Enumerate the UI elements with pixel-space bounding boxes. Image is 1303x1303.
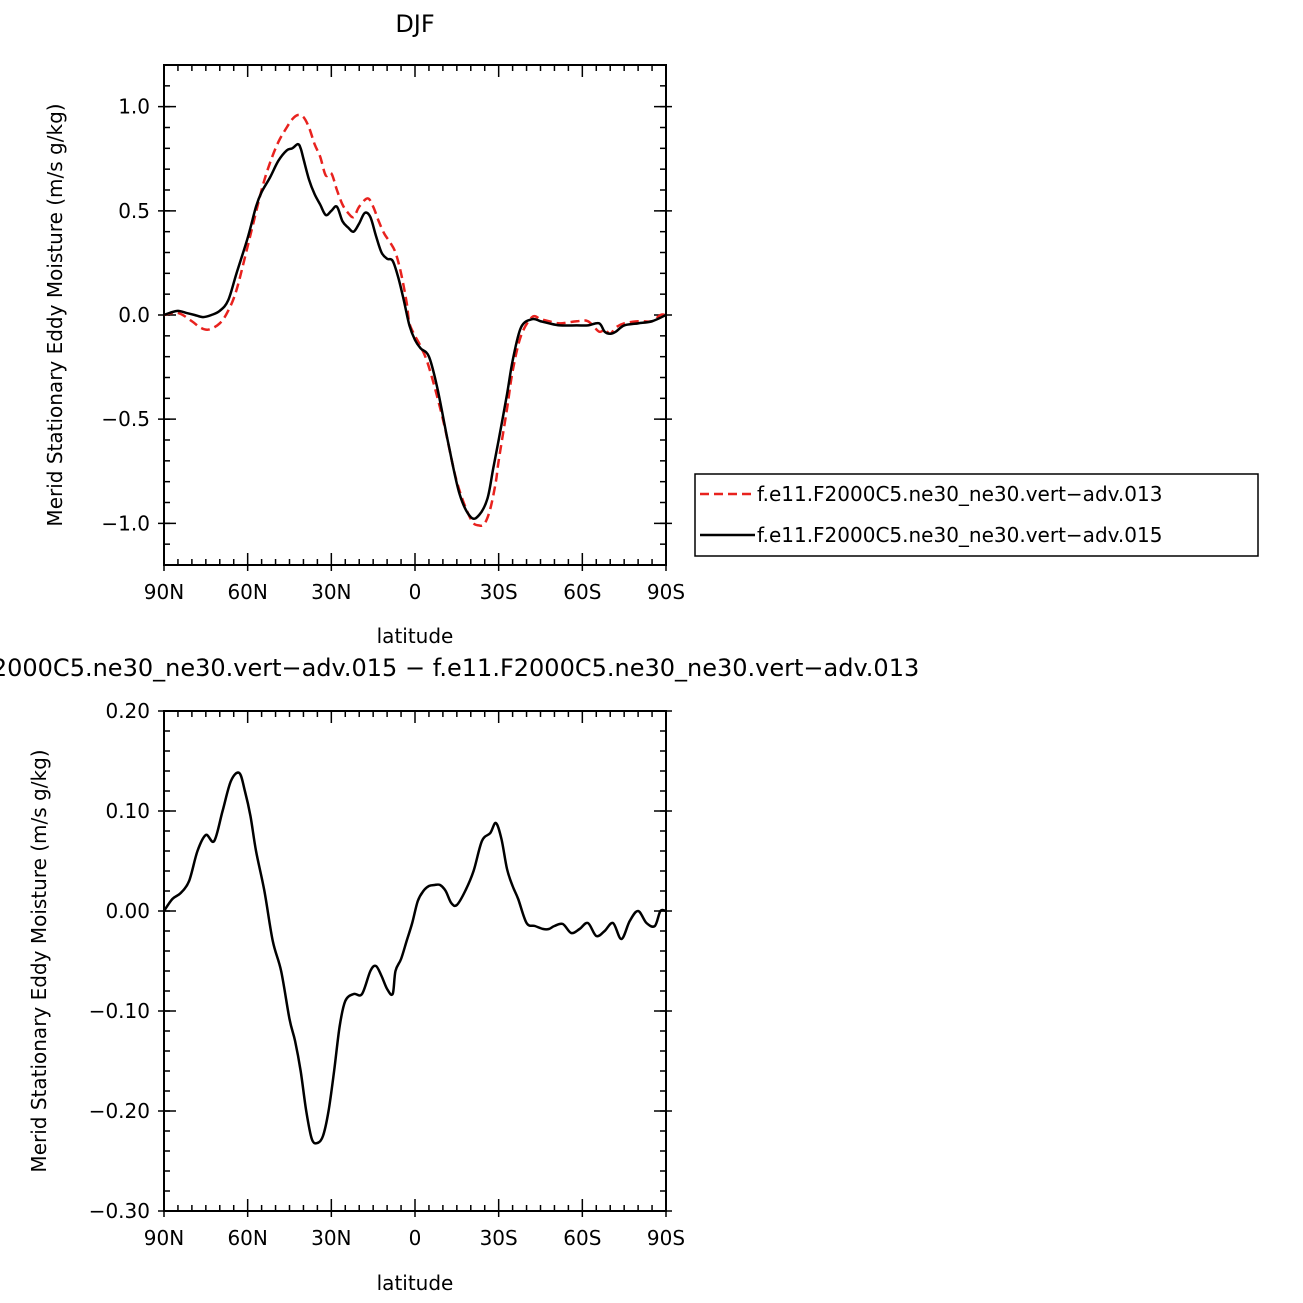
legend-box [694, 473, 1259, 557]
top-x-tick-label: 60N [227, 580, 267, 604]
bottom-plot-area: 0.20 0.10 0.00 −0.10 −0.20 −0.30 90N 60N 30N 0 30S… [89, 699, 685, 1250]
top-x-tick-label: 90N [144, 580, 184, 604]
bottom-y-tick-label: −0.30 [89, 1199, 150, 1223]
bottom-series-line-0 [162, 771, 667, 1145]
legend-label-013: f.e11.F2000C5.ne30_ne30.vert−adv.013 [757, 482, 1162, 506]
bottom-x-tick-label: 0 [409, 1226, 422, 1250]
bottom-y-tick-label: 0.20 [105, 699, 150, 723]
bottom-x-tick-label: 30S [480, 1226, 518, 1250]
top-x-tick-label: 60S [563, 580, 601, 604]
top-x-tick-label: 90S [647, 580, 685, 604]
top-y-tick-label: 0.0 [118, 303, 150, 327]
bottom-y-tick-label: 0.10 [105, 799, 150, 823]
legend: f.e11.F2000C5.ne30_ne30.vert−adv.013 f.e… [694, 473, 1259, 557]
bottom-panel-y-axis-label: Merid Stationary Eddy Moisture (m/s g/kg… [27, 749, 51, 1172]
top-y-tick-label: 1.0 [118, 95, 150, 119]
bottom-x-tick-label: 90N [144, 1226, 184, 1250]
top-plot-area: 1.0 0.5 0.0 −0.5 −1.0 90N 60N 30N 0 30S 60S 90S [101, 64, 685, 604]
bottom-x-tick-label: 60S [563, 1226, 601, 1250]
top-x-tick-label: 30S [480, 580, 518, 604]
top-series-line-1 [163, 142, 667, 521]
bottom-x-tick-label: 60N [227, 1226, 267, 1250]
top-panel: DJF Merid Stationary Eddy Moisture (m/s … [43, 10, 1259, 648]
top-plot-frame [163, 64, 667, 566]
top-x-tick-label: 0 [409, 580, 422, 604]
top-y-tick-label: 0.5 [118, 199, 150, 223]
top-y-tick-label: −1.0 [101, 511, 150, 535]
bottom-panel: f.e11.F2000C5.ne30_ne30.vert−adv.015 − f… [0, 654, 919, 1295]
bottom-panel-title: f.e11.F2000C5.ne30_ne30.vert−adv.015 − f… [0, 654, 919, 682]
top-panel-x-axis-label: latitude [377, 624, 454, 648]
top-panel-y-axis-label: Merid Stationary Eddy Moisture (m/s g/kg… [43, 103, 67, 526]
bottom-y-tick-label: −0.20 [89, 1099, 150, 1123]
top-x-tick-label: 30N [311, 580, 351, 604]
top-panel-title: DJF [395, 10, 434, 38]
top-series-line-0 [163, 113, 667, 528]
bottom-plot-frame [163, 710, 667, 1212]
bottom-x-tick-label: 90S [647, 1226, 685, 1250]
bottom-panel-x-axis-label: latitude [377, 1271, 454, 1295]
top-y-tick-label: −0.5 [101, 407, 150, 431]
legend-label-015: f.e11.F2000C5.ne30_ne30.vert−adv.015 [757, 523, 1162, 547]
bottom-x-tick-label: 30N [311, 1226, 351, 1250]
bottom-y-tick-label: −0.10 [89, 999, 150, 1023]
bottom-y-tick-label: 0.00 [105, 899, 150, 923]
